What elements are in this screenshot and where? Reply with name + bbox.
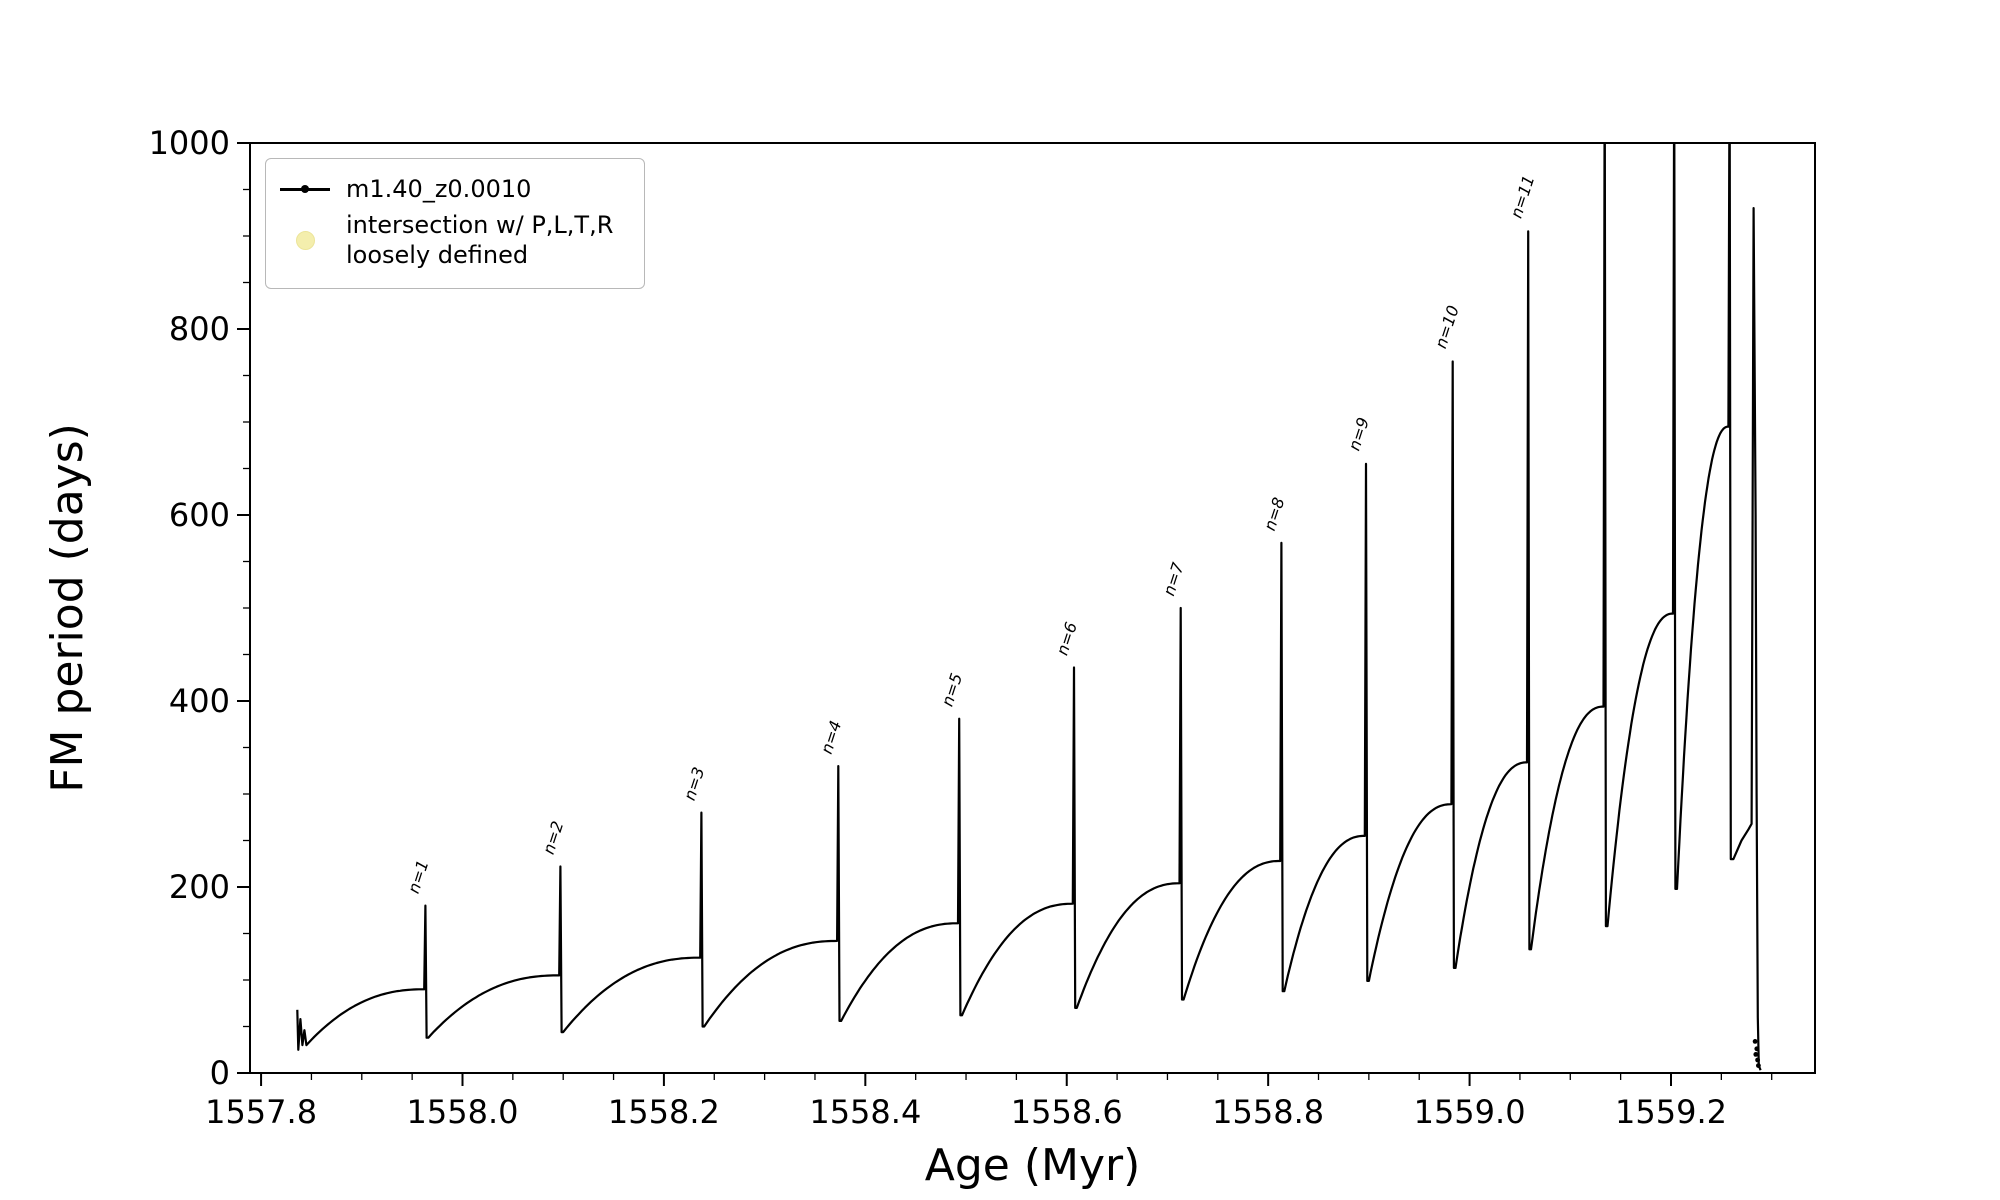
y-tick-label: 800 bbox=[169, 310, 230, 348]
spike-annotation: n=4 bbox=[817, 718, 845, 756]
spike-annotation: n=2 bbox=[539, 819, 567, 857]
x-tick-label: 1558.6 bbox=[1011, 1093, 1123, 1131]
spike-annotation: n=3 bbox=[680, 765, 708, 803]
x-tick-label: 1558.2 bbox=[608, 1093, 720, 1131]
line-marker bbox=[280, 185, 330, 194]
y-tick-label: 600 bbox=[169, 496, 230, 534]
y-tick-label: 200 bbox=[169, 868, 230, 906]
spike-annotation: n=7 bbox=[1159, 559, 1188, 598]
x-tick-label: 1559.0 bbox=[1414, 1093, 1526, 1131]
legend-entry-intersection: intersection w/ P,L,T,R loosely defined bbox=[280, 210, 626, 271]
spike-annotation: n=6 bbox=[1052, 620, 1080, 658]
dot-marker bbox=[301, 185, 309, 194]
y-tick-label: 400 bbox=[169, 682, 230, 720]
x-axis-label: Age (Myr) bbox=[925, 1140, 1141, 1191]
spike-annotation: n=5 bbox=[938, 671, 966, 709]
scatter-point bbox=[1753, 1052, 1759, 1057]
y-tick-label: 1000 bbox=[149, 124, 230, 162]
scatter-point bbox=[1755, 1057, 1760, 1063]
scatter-point bbox=[1756, 1063, 1761, 1068]
legend-label-intersection: intersection w/ P,L,T,R loosely defined bbox=[346, 210, 614, 270]
plot-frame bbox=[249, 142, 1816, 1074]
spike-annotation: n=9 bbox=[1345, 415, 1373, 453]
y-axis-label: FM period (days) bbox=[42, 423, 93, 793]
x-tick-label: 1558.4 bbox=[809, 1093, 921, 1131]
x-tick-label: 1558.8 bbox=[1212, 1093, 1324, 1131]
intersection-circle-icon bbox=[295, 230, 315, 250]
spike-annotation: n=8 bbox=[1260, 495, 1288, 533]
scatter-point bbox=[1752, 1039, 1758, 1044]
series-line bbox=[296, 143, 1762, 1071]
legend-entry-series: m1.40_z0.0010 bbox=[280, 174, 626, 205]
legend: m1.40_z0.0010 intersection w/ P,L,T,R lo… bbox=[265, 158, 645, 290]
x-tick-label: 1558.0 bbox=[407, 1093, 519, 1131]
circle-marker bbox=[280, 230, 330, 250]
line-dot-marker bbox=[280, 185, 330, 194]
x-tick-label: 1557.8 bbox=[205, 1093, 317, 1131]
spike-annotation: n=11 bbox=[1507, 173, 1539, 221]
scatter-point bbox=[1754, 1046, 1760, 1052]
y-tick-label: 0 bbox=[210, 1054, 230, 1092]
x-tick-label: 1559.2 bbox=[1615, 1093, 1727, 1131]
spike-annotation: n=1 bbox=[404, 858, 432, 896]
spike-annotation: n=10 bbox=[1431, 303, 1463, 351]
legend-label-series: m1.40_z0.0010 bbox=[346, 175, 532, 203]
